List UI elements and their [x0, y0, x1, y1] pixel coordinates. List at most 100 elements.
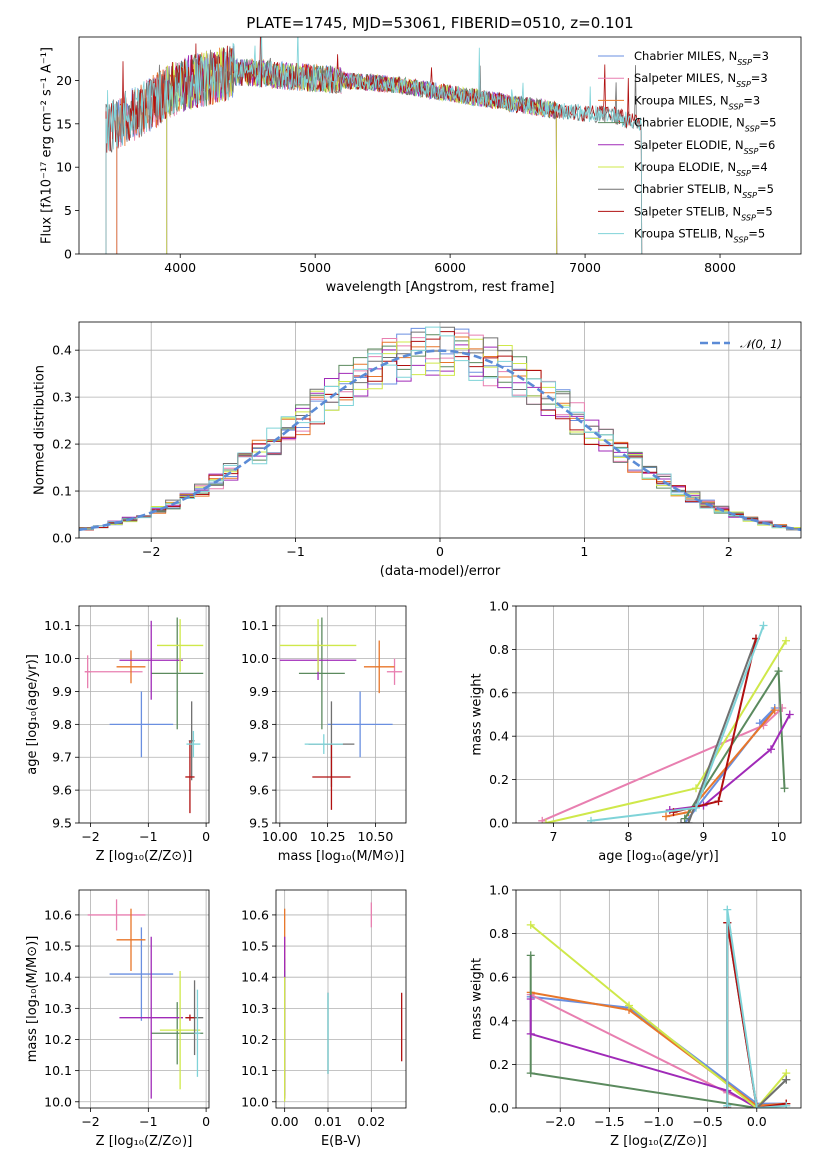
legend-subscript: SSP: [745, 124, 760, 133]
y-tick-label: 10.1: [44, 618, 72, 633]
weight-marker: [752, 1104, 761, 1108]
x-tick-label: 7: [550, 829, 558, 844]
y-tick-label: 0.0: [489, 1101, 509, 1116]
weight-marker: [782, 1101, 791, 1108]
x-axis-label: wavelength [Angstrom, rest frame]: [326, 280, 555, 295]
x-tick-label: 8: [625, 829, 633, 844]
x-tick-label: 0.02: [357, 1114, 385, 1129]
y-tick-label: 10.1: [241, 618, 269, 633]
legend-subscript: SSP: [744, 146, 759, 155]
axes-frame: [78, 889, 210, 1109]
weight-marker: [684, 819, 693, 823]
plot-area: [516, 606, 801, 823]
y-tick-label: 0.6: [489, 685, 509, 700]
y-tick-label: 0.2: [52, 437, 72, 452]
y-axis-label: mass [log₁₀(M/M⊙)]: [25, 936, 40, 1063]
x-tick-label: 10.50: [358, 829, 394, 844]
y-tick-label: 0.3: [52, 390, 72, 405]
x-tick-label: 7000: [569, 260, 601, 275]
plot-area: [79, 890, 209, 1108]
y-tick-label: 9.5: [52, 816, 72, 831]
x-tick-label: 8000: [704, 260, 736, 275]
y-tick-label: 0.2: [489, 772, 509, 787]
weight-marker: [526, 995, 535, 1003]
weight-line: [681, 638, 757, 823]
x-tick-label: −2: [142, 544, 160, 559]
y-axis-label: age [log₁₀(age/yr)]: [25, 654, 40, 775]
legend-subscript: SSP: [729, 102, 744, 111]
x-tick-label: −1: [286, 544, 304, 559]
y-tick-label: 10.1: [241, 1063, 269, 1078]
legend-label: Kroupa MILES, NSSP=3: [634, 93, 760, 111]
legend-value: =3: [752, 49, 769, 63]
y-tick-label: 10.4: [44, 970, 72, 985]
legend-label: Salpeter ELODIE, NSSP=6: [634, 138, 775, 156]
weight-line: [529, 999, 758, 1108]
weight-marker: [669, 808, 678, 817]
y-tick-label: 10.3: [241, 1001, 269, 1016]
plot-area: [516, 890, 801, 1108]
legend-label: Salpeter STELIB, NSSP=5: [634, 204, 773, 222]
plot-area: [276, 606, 406, 823]
y-tick-label: 0.1: [52, 484, 72, 499]
axes-frame: [78, 36, 802, 255]
legend-value: =4: [751, 160, 768, 174]
x-tick-label: 0: [202, 1114, 210, 1129]
y-tick-label: 9.5: [249, 816, 269, 831]
x-axis-label: mass [log₁₀(M/M⊙)]: [278, 849, 405, 864]
y-axis-label: Normed distribution: [32, 365, 47, 495]
weight-line: [590, 625, 765, 822]
axes-frame: [78, 605, 210, 824]
weight-marker: [692, 803, 700, 812]
legend-label: Chabrier ELODIE, NSSP=5: [634, 116, 776, 134]
weight-marker: [526, 920, 535, 929]
y-tick-label: 9.6: [52, 783, 72, 798]
weight-marker: [767, 745, 775, 754]
weight-marker: [538, 816, 547, 823]
weight-marker: [785, 710, 794, 719]
y-tick-label: 0.2: [489, 1057, 509, 1072]
weight-marker: [677, 819, 685, 823]
legend-subscript: SSP: [734, 235, 749, 244]
axes-frame: [275, 605, 407, 824]
weight-marker: [662, 812, 670, 821]
weight-marker: [680, 814, 689, 823]
y-tick-label: 0.4: [489, 729, 509, 744]
x-axis-label: Z [log₁₀(Z/Z⊙)]: [96, 1134, 193, 1149]
weight-marker: [770, 706, 779, 715]
y-tick-label: 0.8: [489, 642, 509, 657]
weight-marker: [723, 1101, 732, 1108]
y-tick-label: 10.4: [241, 970, 269, 985]
x-axis-label: E(B-V): [321, 1134, 361, 1149]
y-tick-label: 9.7: [52, 750, 72, 765]
legend-label: 𝒩(0, 1): [740, 337, 782, 351]
y-tick-label: 20: [56, 73, 72, 88]
legend-value: =3: [751, 71, 768, 85]
weight-line: [726, 909, 787, 1108]
x-tick-label: 1: [580, 544, 588, 559]
y-tick-label: 10.6: [241, 907, 269, 922]
legend-subscript: SSP: [742, 191, 757, 200]
weight-marker: [782, 636, 790, 645]
y-tick-label: 10.3: [44, 1001, 72, 1016]
legend-value: =5: [748, 227, 765, 241]
legend-value: =5: [760, 116, 777, 130]
weight-marker: [759, 621, 768, 630]
x-tick-label: 10.00: [262, 829, 298, 844]
x-tick-label: 5000: [299, 260, 331, 275]
legend-label: Chabrier STELIB, NSSP=5: [634, 182, 774, 200]
legend-value: =6: [758, 138, 775, 152]
x-tick-label: 0: [202, 829, 210, 844]
y-tick-label: 0.4: [52, 343, 72, 358]
x-tick-label: 6000: [434, 260, 466, 275]
x-tick-label: 2: [725, 544, 733, 559]
normal-curve: [79, 349, 801, 532]
axes-frame: [515, 889, 802, 1109]
y-tick-label: 0.8: [489, 926, 509, 941]
spectrum-line: [105, 37, 643, 254]
x-tick-label: 0.0: [747, 1114, 767, 1129]
weight-marker: [692, 784, 700, 793]
legend-subscript: SSP: [736, 80, 751, 89]
y-tick-label: 0.6: [489, 970, 509, 985]
